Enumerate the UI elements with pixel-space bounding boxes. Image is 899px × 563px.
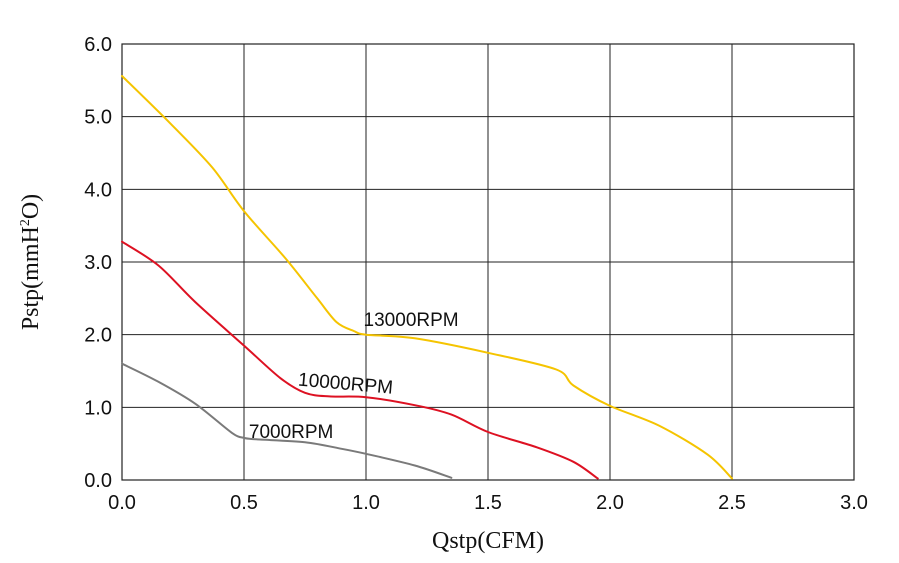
curve-label-7000rpm: 7000RPM [249, 422, 334, 443]
y-axis-label: Pstp(mmH2O) [18, 194, 44, 330]
y-tick-label: 4.0 [84, 179, 112, 201]
x-axis-label: Qstp(CFM) [432, 528, 544, 554]
y-tick-label: 2.0 [84, 325, 112, 347]
x-tick-label: 0.0 [108, 492, 136, 514]
y-tick-label: 0.0 [84, 470, 112, 492]
x-tick-label: 1.5 [474, 492, 502, 514]
y-tick-label: 5.0 [84, 107, 112, 129]
series-line-10000rpm [121, 240, 599, 480]
y-tick-labels: 0.0 1.0 2.0 3.0 4.0 5.0 6.0 [84, 34, 112, 492]
series-group [121, 75, 733, 480]
x-tick-label: 2.0 [596, 492, 624, 514]
series-line-7000rpm [121, 362, 453, 479]
x-tick-label: 0.5 [230, 492, 258, 514]
curve-label-13000rpm: 13000RPM [364, 310, 459, 331]
plot-frame [121, 43, 855, 481]
y-tick-label: 1.0 [84, 397, 112, 419]
x-tick-label: 3.0 [840, 492, 868, 514]
x-tick-label: 1.0 [352, 492, 380, 514]
y-tick-label: 6.0 [84, 34, 112, 56]
series-line-13000rpm [121, 75, 733, 480]
x-tick-labels: 0.0 0.5 1.0 1.5 2.0 2.5 3.0 [108, 492, 868, 514]
y-tick-label: 3.0 [84, 252, 112, 274]
x-tick-label: 2.5 [718, 492, 746, 514]
grid [122, 44, 854, 480]
